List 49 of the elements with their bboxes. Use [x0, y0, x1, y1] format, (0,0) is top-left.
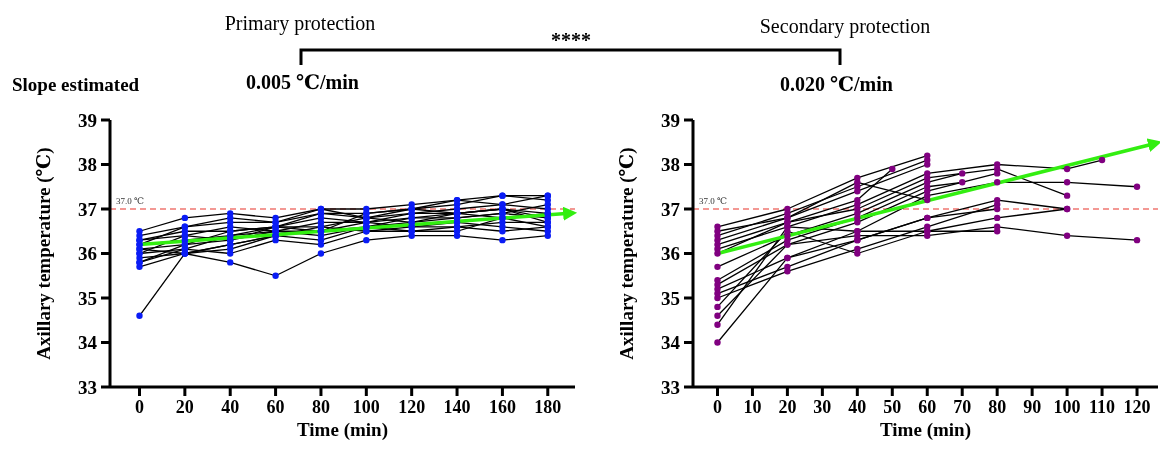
x-tick-label: 30	[813, 397, 832, 417]
y-tick-label: 38	[78, 154, 97, 176]
x-tick-label: 60	[918, 397, 937, 417]
text: 0.020 ℃/min	[780, 73, 893, 95]
text: Secondary protection	[759, 15, 931, 38]
x-tick-label: 20	[778, 397, 797, 417]
x-tick-label: 70	[953, 397, 972, 417]
x-tick-label: 80	[988, 397, 1007, 417]
x-tick-label: 140	[443, 397, 471, 417]
y-axis-title: Axillary temperature (℃)	[616, 147, 638, 360]
x-tick-label: 50	[883, 397, 902, 417]
ref-line-label: 37.0 ℃	[699, 196, 728, 206]
text: ****	[551, 29, 591, 51]
y-tick-label: 33	[78, 376, 97, 398]
x-tick-label: 20	[175, 397, 194, 417]
y-tick-label: 37	[661, 198, 681, 220]
y-tick-label: 36	[661, 243, 680, 265]
y-tick-label: 35	[78, 287, 97, 309]
text: Primary protection	[224, 12, 376, 35]
x-tick-label: 90	[1023, 397, 1042, 417]
x-tick-label: 10	[743, 397, 762, 417]
y-tick-label: 39	[78, 109, 97, 131]
y-tick-label: 39	[661, 109, 680, 131]
text: 0.005 ℃/min	[246, 71, 359, 93]
y-tick-label: 33	[661, 376, 680, 398]
x-tick-label: 60	[266, 397, 285, 417]
x-tick-label: 120	[398, 397, 426, 417]
y-tick-label: 38	[661, 154, 680, 176]
text: Slope estimated	[12, 74, 140, 95]
y-tick-label: 37	[78, 198, 98, 220]
x-tick-label: 100	[352, 397, 380, 417]
x-tick-label: 120	[1123, 397, 1151, 417]
ref-line-label: 37.0 ℃	[116, 196, 145, 206]
x-tick-label: 110	[1089, 397, 1116, 417]
x-tick-label: 0	[712, 397, 722, 417]
x-tick-label: 40	[848, 397, 867, 417]
y-tick-label: 35	[661, 287, 680, 309]
y-axis-title: Axillary temperature (℃)	[33, 147, 55, 360]
y-tick-label: 34	[661, 332, 681, 354]
y-tick-label: 34	[78, 332, 98, 354]
x-axis-title: Time (min)	[880, 419, 971, 441]
y-tick-label: 36	[78, 243, 97, 265]
x-tick-label: 180	[534, 397, 562, 417]
x-tick-label: 160	[488, 397, 516, 417]
x-tick-label: 80	[311, 397, 330, 417]
x-axis-title: Time (min)	[297, 419, 388, 441]
x-tick-label: 40	[221, 397, 240, 417]
x-tick-label: 100	[1053, 397, 1081, 417]
x-tick-label: 0	[134, 397, 144, 417]
